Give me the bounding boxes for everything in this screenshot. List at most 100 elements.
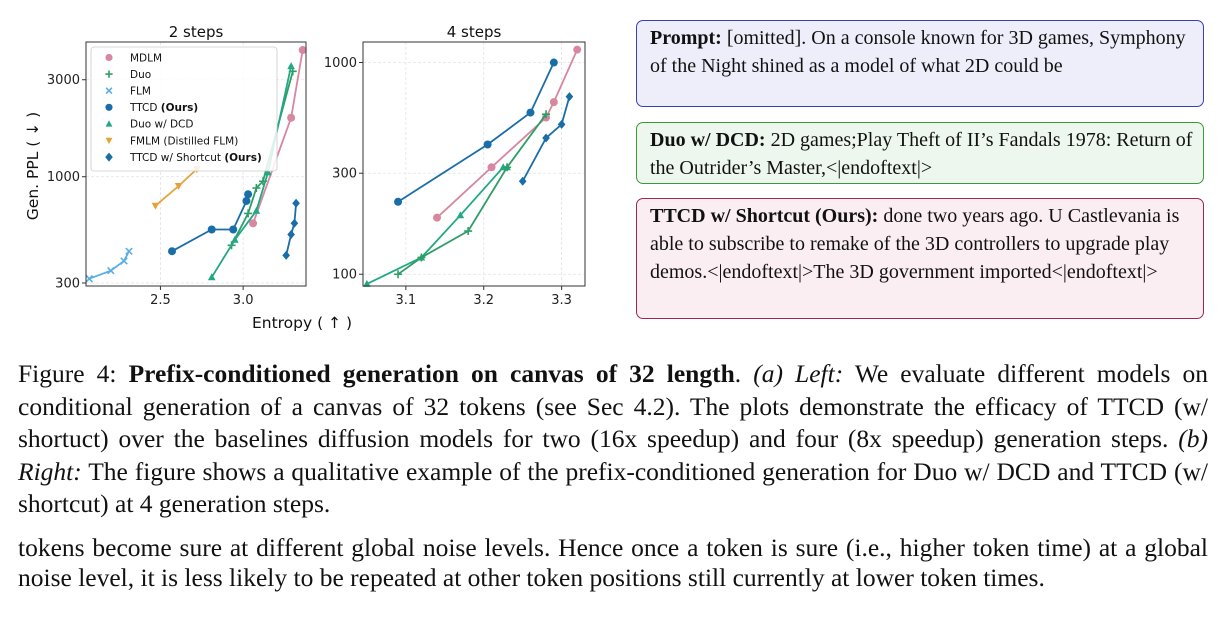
figure-caption: Figure 4: Prefix-conditioned generation … [18, 358, 1208, 521]
legend-item-fmlm-distilled-flm: FMLM (Distilled FLM) [105, 135, 238, 147]
legend-marker-mdlm [105, 53, 113, 62]
data-point-ttcd-w-shortcut [557, 119, 566, 129]
duo-dcd-text: 2D games;Play Theft of II’s Fandals 1978… [650, 129, 1193, 179]
prompt-label: Prompt: [650, 27, 722, 49]
caption-b-label: (b) Right: [18, 424, 1208, 486]
legend-label-mdlm: MDLM [130, 52, 162, 64]
data-point-ttcd-w-shortcut [282, 250, 290, 260]
series-mdlm [249, 46, 307, 228]
series-line-flm [88, 250, 130, 280]
y-tick-label: 1000 [47, 170, 80, 185]
y-tick-label: 100 [332, 268, 357, 283]
data-point-mdlm [487, 163, 496, 172]
series-duo [394, 110, 551, 279]
series-ttcd [168, 190, 253, 256]
legend-marker-ttcd [105, 103, 113, 111]
data-point-duo-w-dcd [363, 279, 371, 287]
legend-marker-flm [105, 87, 113, 95]
data-point-mdlm [287, 113, 296, 122]
data-point-mdlm [573, 45, 582, 54]
legend-label-fmlm-distilled-flm: FMLM (Distilled FLM) [130, 135, 238, 147]
x-axis-label: Entropy ( ↑ ) [252, 314, 352, 332]
data-point-duo [542, 110, 551, 119]
prompt-box: Prompt: [omitted]. On a console known fo… [636, 20, 1204, 107]
legend-marker-duo [105, 70, 113, 78]
data-point-ttcd [168, 247, 177, 256]
data-point-ttcd-w-shortcut [565, 92, 574, 102]
caption-b-text: The figure shows a qualitative example o… [18, 456, 1208, 519]
duo-dcd-box: Duo w/ DCD: 2D games;Play Theft of II’s … [636, 122, 1204, 184]
y-tick-label: 300 [332, 167, 357, 182]
legend-item-duo-w-dcd: Duo w/ DCD [105, 119, 193, 131]
plot-2-steps: 2.5 3.0 300 1000 3000 2 steps Entropy ( ↑ ) Gen… [24, 23, 352, 332]
data-point-duo [394, 270, 403, 279]
data-point-duo [252, 184, 261, 193]
data-point-flm [125, 247, 133, 255]
x-tick-label: 2.5 [150, 293, 171, 308]
data-point-flm [120, 257, 128, 265]
data-point-duo [503, 163, 512, 172]
plot-4-steps: 3.1 3.2 3.3 100 300 1000 4 steps [324, 23, 586, 308]
series-line-duo-w-dcd [366, 166, 508, 285]
data-point-ttcd-w-shortcut [542, 133, 550, 143]
series-ttcd-w-shortcut [518, 92, 574, 186]
legend-marker-duo-w-dcd [105, 120, 113, 127]
legend-label-duo: Duo [130, 69, 151, 81]
y-tick-label: 3000 [47, 73, 80, 88]
data-point-mdlm [549, 98, 558, 107]
legend-label-ttcd: TTCD (Ours) [129, 102, 198, 114]
x-tick-label: 3.1 [395, 293, 416, 308]
data-point-ttcd [526, 108, 535, 117]
data-point-flm [107, 266, 115, 275]
series-line-mdlm [436, 49, 579, 219]
body-paragraph: tokens become sure at different global n… [18, 533, 1208, 592]
caption-sep: . [734, 359, 754, 388]
figure-plots: 2.5 3.0 300 1000 3000 2 steps Entropy ( ↑ ) Gen… [24, 23, 586, 332]
data-point-duo [417, 253, 426, 262]
legend-item-ttcd: TTCD (Ours) [105, 102, 198, 114]
series-mdlm [433, 45, 582, 222]
data-point-duo-w-dcd [231, 235, 239, 243]
series-fmlm-distilled-flm [151, 166, 201, 210]
ttcd-shortcut-label: TTCD w/ Shortcut (Ours): [650, 205, 879, 227]
series-duo-w-dcd [363, 163, 511, 287]
plot-title: 2 steps [169, 23, 224, 41]
legend-item-duo: Duo [105, 69, 151, 81]
data-point-ttcd [483, 140, 492, 149]
series-ttcd [394, 58, 558, 206]
legend-label-flm: FLM [130, 86, 151, 98]
caption-title: Prefix-conditioned generation on canvas … [128, 359, 735, 388]
data-point-mdlm [433, 213, 441, 222]
legend-marker-fmlm-distilled-flm [105, 137, 113, 145]
y-axis-label: Gen. PPL ( ↓ ) [24, 112, 42, 220]
data-point-mdlm [298, 46, 307, 55]
y-tick-label: 1000 [324, 56, 357, 71]
ttcd-shortcut-text: done two years ago. U Castlevania is abl… [650, 205, 1180, 283]
series-line-ttcd-w-shortcut [521, 96, 571, 182]
legend-marker-ttcd-w-shortcut [105, 152, 113, 162]
plot-title: 4 steps [447, 23, 502, 41]
data-point-duo-w-dcd [456, 211, 465, 219]
duo-dcd-label: Duo w/ DCD: [650, 129, 766, 151]
legend-item-ttcd-w-shortcut: TTCD w/ Shortcut (Ours) [105, 152, 262, 164]
legend-label-ttcd-w-shortcut: TTCD w/ Shortcut (Ours) [129, 152, 262, 164]
caption-a-label: (a) Left: [753, 359, 844, 388]
data-point-duo-w-dcd [252, 206, 261, 214]
legend-item-flm: FLM [105, 86, 151, 98]
data-point-ttcd-w-shortcut [287, 229, 295, 239]
prompt-text: [omitted]. On a console known for 3D gam… [650, 27, 1186, 77]
data-point-flm [85, 274, 94, 283]
legend: MDLM Duo FLM TTCD (Ours) Duo w/ DCD FMLM (Dis… [90, 46, 278, 172]
data-point-ttcd [229, 225, 238, 234]
legend-item-mdlm: MDLM [105, 52, 162, 64]
legend-label-duo-w-dcd: Duo w/ DCD [130, 119, 193, 131]
data-point-ttcd-w-shortcut [290, 218, 299, 228]
series-line-fmlm-distilled-flm [154, 168, 198, 207]
ttcd-shortcut-box: TTCD w/ Shortcut (Ours): done two years … [636, 198, 1204, 319]
data-point-duo [244, 209, 253, 218]
y-tick-label: 300 [55, 277, 80, 292]
caption-a-text: We evaluate different models on conditio… [18, 359, 1208, 453]
data-point-duo-w-dcd [207, 273, 216, 281]
legend-label-suffix: (Ours) [161, 102, 198, 114]
